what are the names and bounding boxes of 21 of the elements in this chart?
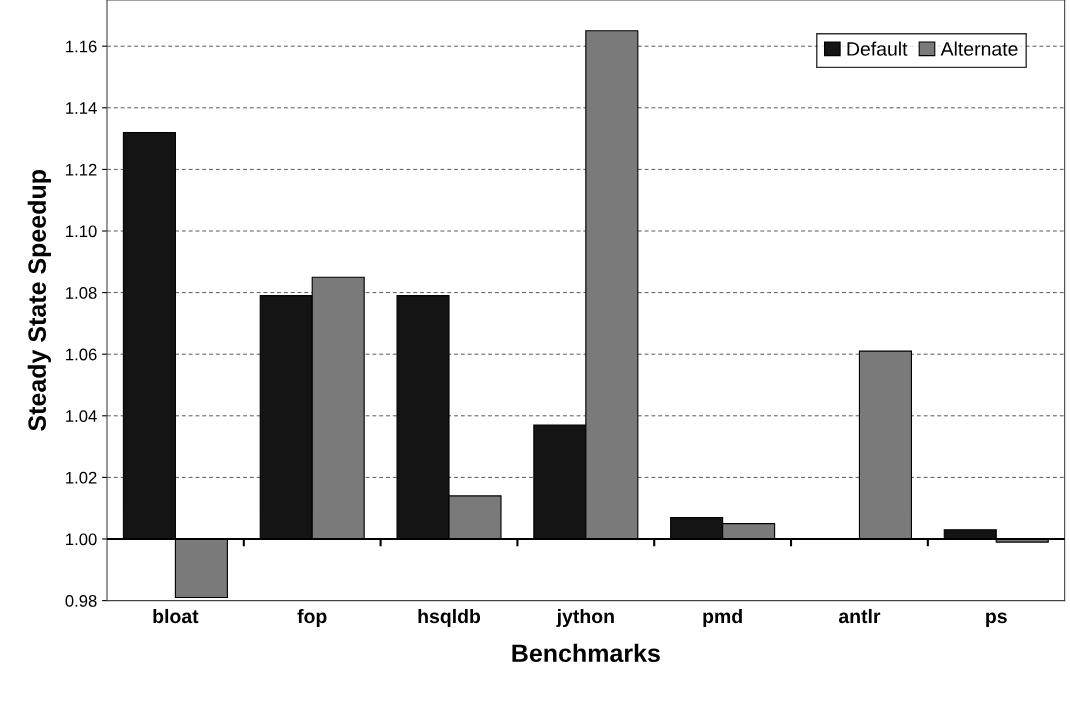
legend-label: Default [847,41,908,56]
y-tick-label: 1.08 [66,287,97,299]
y-tick-label: 1.02 [66,471,97,484]
legend-label: Alternate [940,41,1018,56]
x-tick-label: pmd [703,608,742,628]
y-tick-label: 1.12 [66,163,97,176]
x-tick-label: ps [986,612,1007,628]
x-tick-label: jython [556,608,614,628]
y-tick-label: 1.10 [66,225,97,238]
y-tick-label: 1.14 [66,102,97,114]
x-tick-label: hsqldb [418,608,481,628]
y-tick-label: 1.06 [66,348,97,361]
x-tick-label: fop [297,608,327,628]
x-tick-label: antlr [838,608,881,624]
y-tick-label: 1.00 [66,533,97,546]
y-tick-label: 1.04 [66,410,97,422]
y-tick-label: 0.98 [65,595,97,607]
x-tick-label: bloat [153,608,199,624]
y-tick-label: 1.16 [66,40,97,53]
x-axis-title: Benchmarks [512,643,660,663]
y-axis-title: Steady State Speedup [27,170,51,431]
